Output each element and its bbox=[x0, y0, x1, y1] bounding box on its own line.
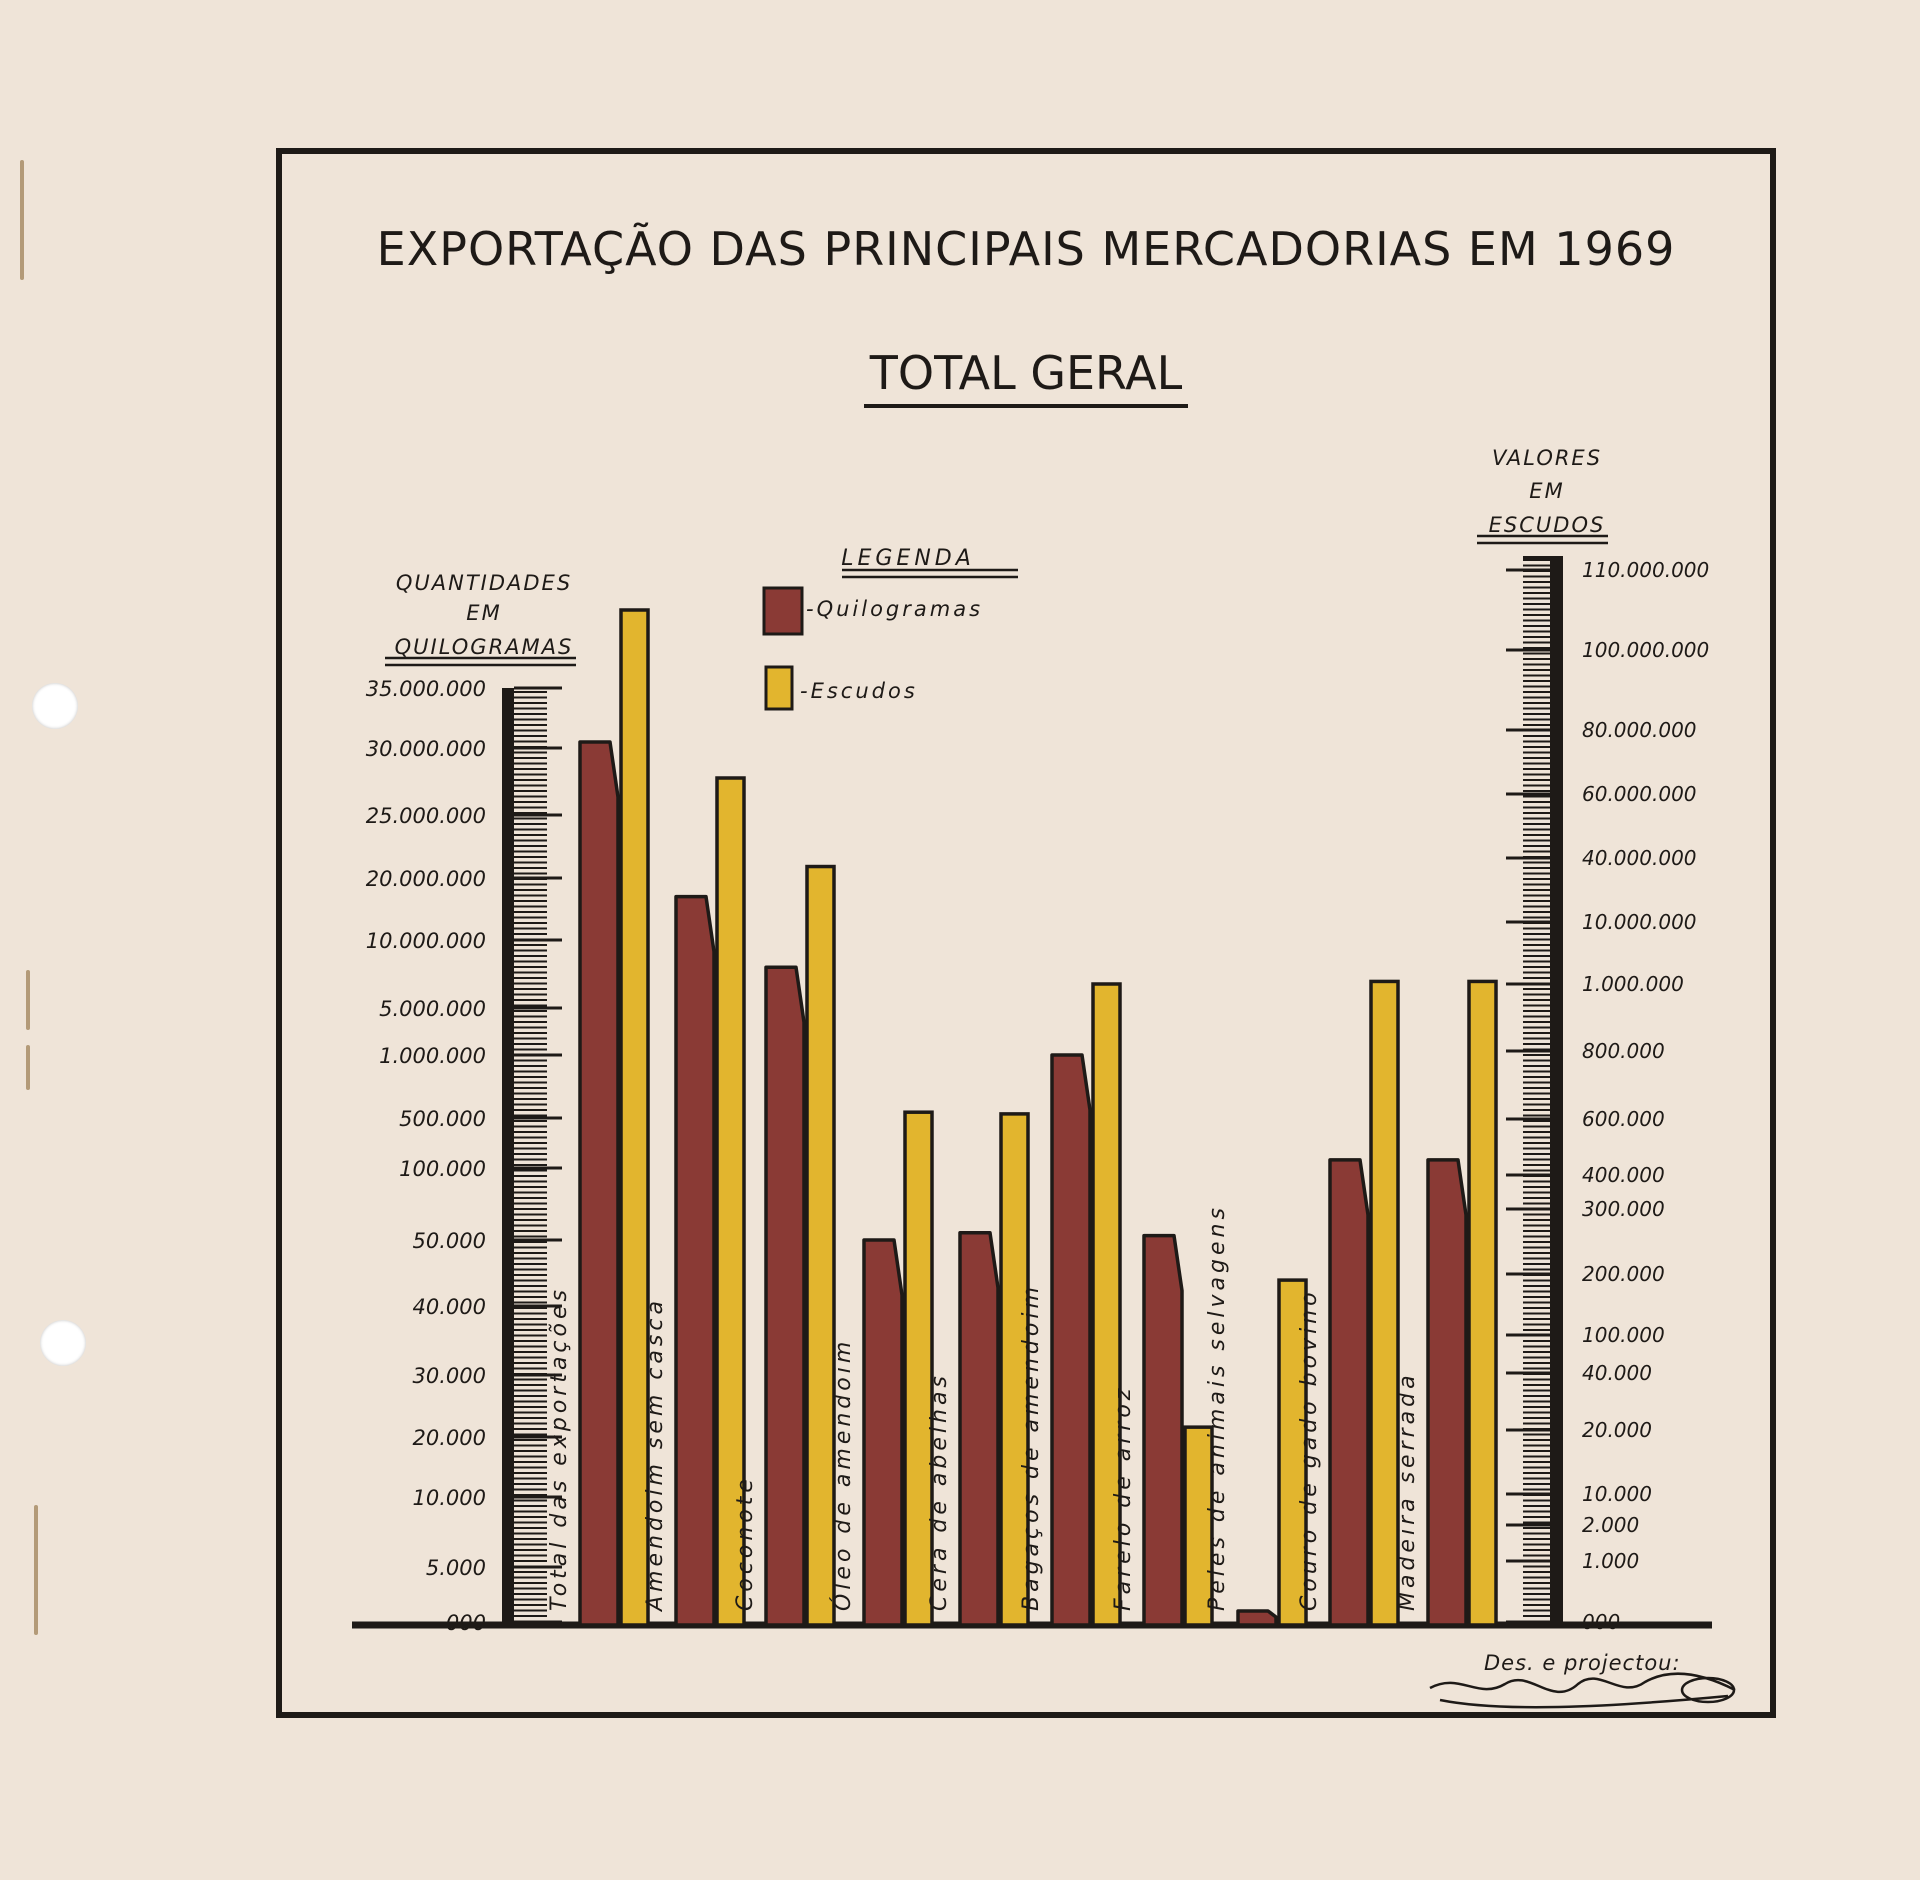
bar-quilogramas bbox=[862, 1238, 904, 1627]
left-axis-tick-label: 000 bbox=[446, 1611, 486, 1635]
right-axis-label-line: ESCUDOS bbox=[1489, 513, 1606, 537]
right-axis-tick-label: 600.000 bbox=[1582, 1107, 1665, 1131]
left-axis-tick-label: 25.000.000 bbox=[366, 804, 486, 828]
binder-hole-bottom bbox=[40, 1320, 86, 1366]
left-axis-tick-label: 35.000.000 bbox=[366, 677, 486, 701]
right-axis-tick-label: 100.000.000 bbox=[1582, 638, 1709, 662]
left-axis-tick-label: 5.000.000 bbox=[379, 997, 486, 1021]
left-axis-label-line: QUANTIDADES bbox=[396, 571, 572, 595]
left-axis-tick-label: 20.000.000 bbox=[366, 867, 486, 891]
bar-escudos bbox=[903, 1110, 934, 1627]
bar-escudos bbox=[805, 864, 836, 1627]
right-axis-tick-label: 300.000 bbox=[1582, 1197, 1665, 1221]
right-axis-tick-label: 20.000 bbox=[1582, 1418, 1652, 1442]
category-label: Amendoim sem casca bbox=[643, 1297, 668, 1613]
chart-subtitle: TOTAL GERAL bbox=[863, 346, 1189, 408]
category-label: Coconote bbox=[733, 1475, 758, 1611]
right-axis-tick-label: 400.000 bbox=[1582, 1163, 1665, 1187]
bar-quilogramas bbox=[958, 1231, 1000, 1627]
left-axis-tick-label: 30.000 bbox=[413, 1364, 486, 1388]
right-axis-tick-label: 10.000.000 bbox=[1582, 910, 1697, 934]
bar-quilogramas bbox=[1328, 1158, 1370, 1627]
bar-escudos bbox=[1277, 1278, 1308, 1627]
right-axis-tick-label: 80.000.000 bbox=[1582, 718, 1697, 742]
bar-quilogramas bbox=[1142, 1233, 1184, 1627]
legend-title: LEGENDA bbox=[841, 546, 975, 571]
right-axis-tick-label: 800.000 bbox=[1582, 1039, 1665, 1063]
right-axis-tick-label: 1.000 bbox=[1582, 1549, 1639, 1573]
left-axis-tick-label: 1.000.000 bbox=[379, 1044, 486, 1068]
bar-escudos bbox=[619, 608, 650, 1627]
chart-frame bbox=[276, 148, 1776, 1718]
legend-label-quilogramas: -Quilogramas bbox=[806, 597, 983, 621]
right-axis-tick-label: 1.000.000 bbox=[1582, 972, 1684, 996]
right-axis-label-line: EM bbox=[1529, 479, 1564, 503]
left-axis-tick-label: 10.000.000 bbox=[366, 929, 486, 953]
bar-quilogramas bbox=[1426, 1158, 1468, 1627]
binder-hole-top bbox=[32, 683, 78, 729]
category-label: Cera de abelhas bbox=[927, 1372, 952, 1611]
right-axis-tick-label: 40.000 bbox=[1582, 1361, 1652, 1385]
category-label: Couro de gado bovino bbox=[1297, 1288, 1322, 1611]
bar-escudos bbox=[1183, 1425, 1214, 1627]
right-axis-tick-label: 000 bbox=[1582, 1610, 1620, 1634]
signature-mark bbox=[1429, 1672, 1736, 1709]
left-axis-tick-label: 10.000 bbox=[413, 1486, 486, 1510]
legend-swatch-escudos bbox=[764, 665, 794, 711]
right-axis-tick-label: 2.000 bbox=[1582, 1513, 1639, 1537]
bar-escudos bbox=[715, 776, 746, 1627]
left-axis-tick-label: 100.000 bbox=[399, 1157, 486, 1181]
right-axis-tick-label: 200.000 bbox=[1582, 1262, 1665, 1286]
binding-thread bbox=[34, 1505, 38, 1635]
left-axis-label-line: EM bbox=[466, 601, 501, 625]
left-axis-label-line: QUILOGRAMAS bbox=[395, 635, 574, 659]
binding-thread bbox=[20, 160, 24, 280]
legend-label-escudos: -Escudos bbox=[800, 679, 918, 703]
bar-escudos bbox=[1467, 979, 1498, 1627]
bar-quilogramas bbox=[674, 894, 716, 1627]
right-axis-label: VALORES EM ESCUDOS bbox=[1489, 446, 1606, 537]
right-axis-tick-label: 110.000.000 bbox=[1582, 558, 1709, 582]
bar-quilogramas bbox=[1236, 1609, 1278, 1627]
category-label: Total das exportações bbox=[547, 1286, 572, 1611]
right-axis-tick-label: 60.000.000 bbox=[1582, 782, 1697, 806]
legend: LEGENDA -Quilogramas -Escudos bbox=[762, 546, 1018, 711]
category-label: Madeira serrada bbox=[1395, 1371, 1420, 1611]
legend-swatch-quilogramas bbox=[762, 586, 804, 636]
binding-thread bbox=[26, 1045, 30, 1090]
right-axis-ruler bbox=[1550, 556, 1563, 1625]
left-axis-tick-label: 500.000 bbox=[399, 1107, 486, 1131]
plot-area: 35.000.000 30.000.000 25.000.000 20.000.000… bbox=[352, 556, 1712, 1635]
category-label: Bagaços de amendoim bbox=[1019, 1283, 1044, 1611]
category-label: Óleo de amendoim bbox=[830, 1338, 856, 1611]
left-axis-tick-label: 20.000 bbox=[413, 1426, 486, 1450]
signature-caption: Des. e projectou: bbox=[1484, 1651, 1681, 1675]
category-label: Farelo de arroz bbox=[1111, 1385, 1136, 1611]
left-axis-tick-label: 50.000 bbox=[413, 1229, 486, 1253]
bar-quilogramas bbox=[1050, 1053, 1092, 1627]
bar-escudos bbox=[1091, 982, 1122, 1627]
chart-title: EXPORTAÇÃO DAS PRINCIPAIS MERCADORIAS EM… bbox=[376, 222, 1676, 276]
left-axis-tick-label: 30.000.000 bbox=[366, 737, 486, 761]
right-axis-tick-label: 100.000 bbox=[1582, 1323, 1665, 1347]
left-axis-label: QUANTIDADES EM QUILOGRAMAS bbox=[395, 571, 574, 659]
bar-quilogramas bbox=[578, 740, 620, 1627]
right-axis-tick-label: 10.000 bbox=[1582, 1482, 1652, 1506]
left-axis-tick-label: 40.000 bbox=[413, 1295, 486, 1319]
left-axis-tick-label: 5.000 bbox=[426, 1556, 486, 1580]
bar-escudos bbox=[1369, 979, 1400, 1627]
bar-quilogramas bbox=[764, 965, 806, 1627]
right-axis-label-line: VALORES bbox=[1492, 446, 1602, 470]
binding-thread bbox=[26, 970, 30, 1030]
bar-escudos bbox=[999, 1112, 1030, 1627]
left-axis-ruler bbox=[502, 688, 514, 1625]
category-label: Peles de animais selvagens bbox=[1205, 1204, 1230, 1611]
right-axis-tick-label: 40.000.000 bbox=[1582, 846, 1697, 870]
